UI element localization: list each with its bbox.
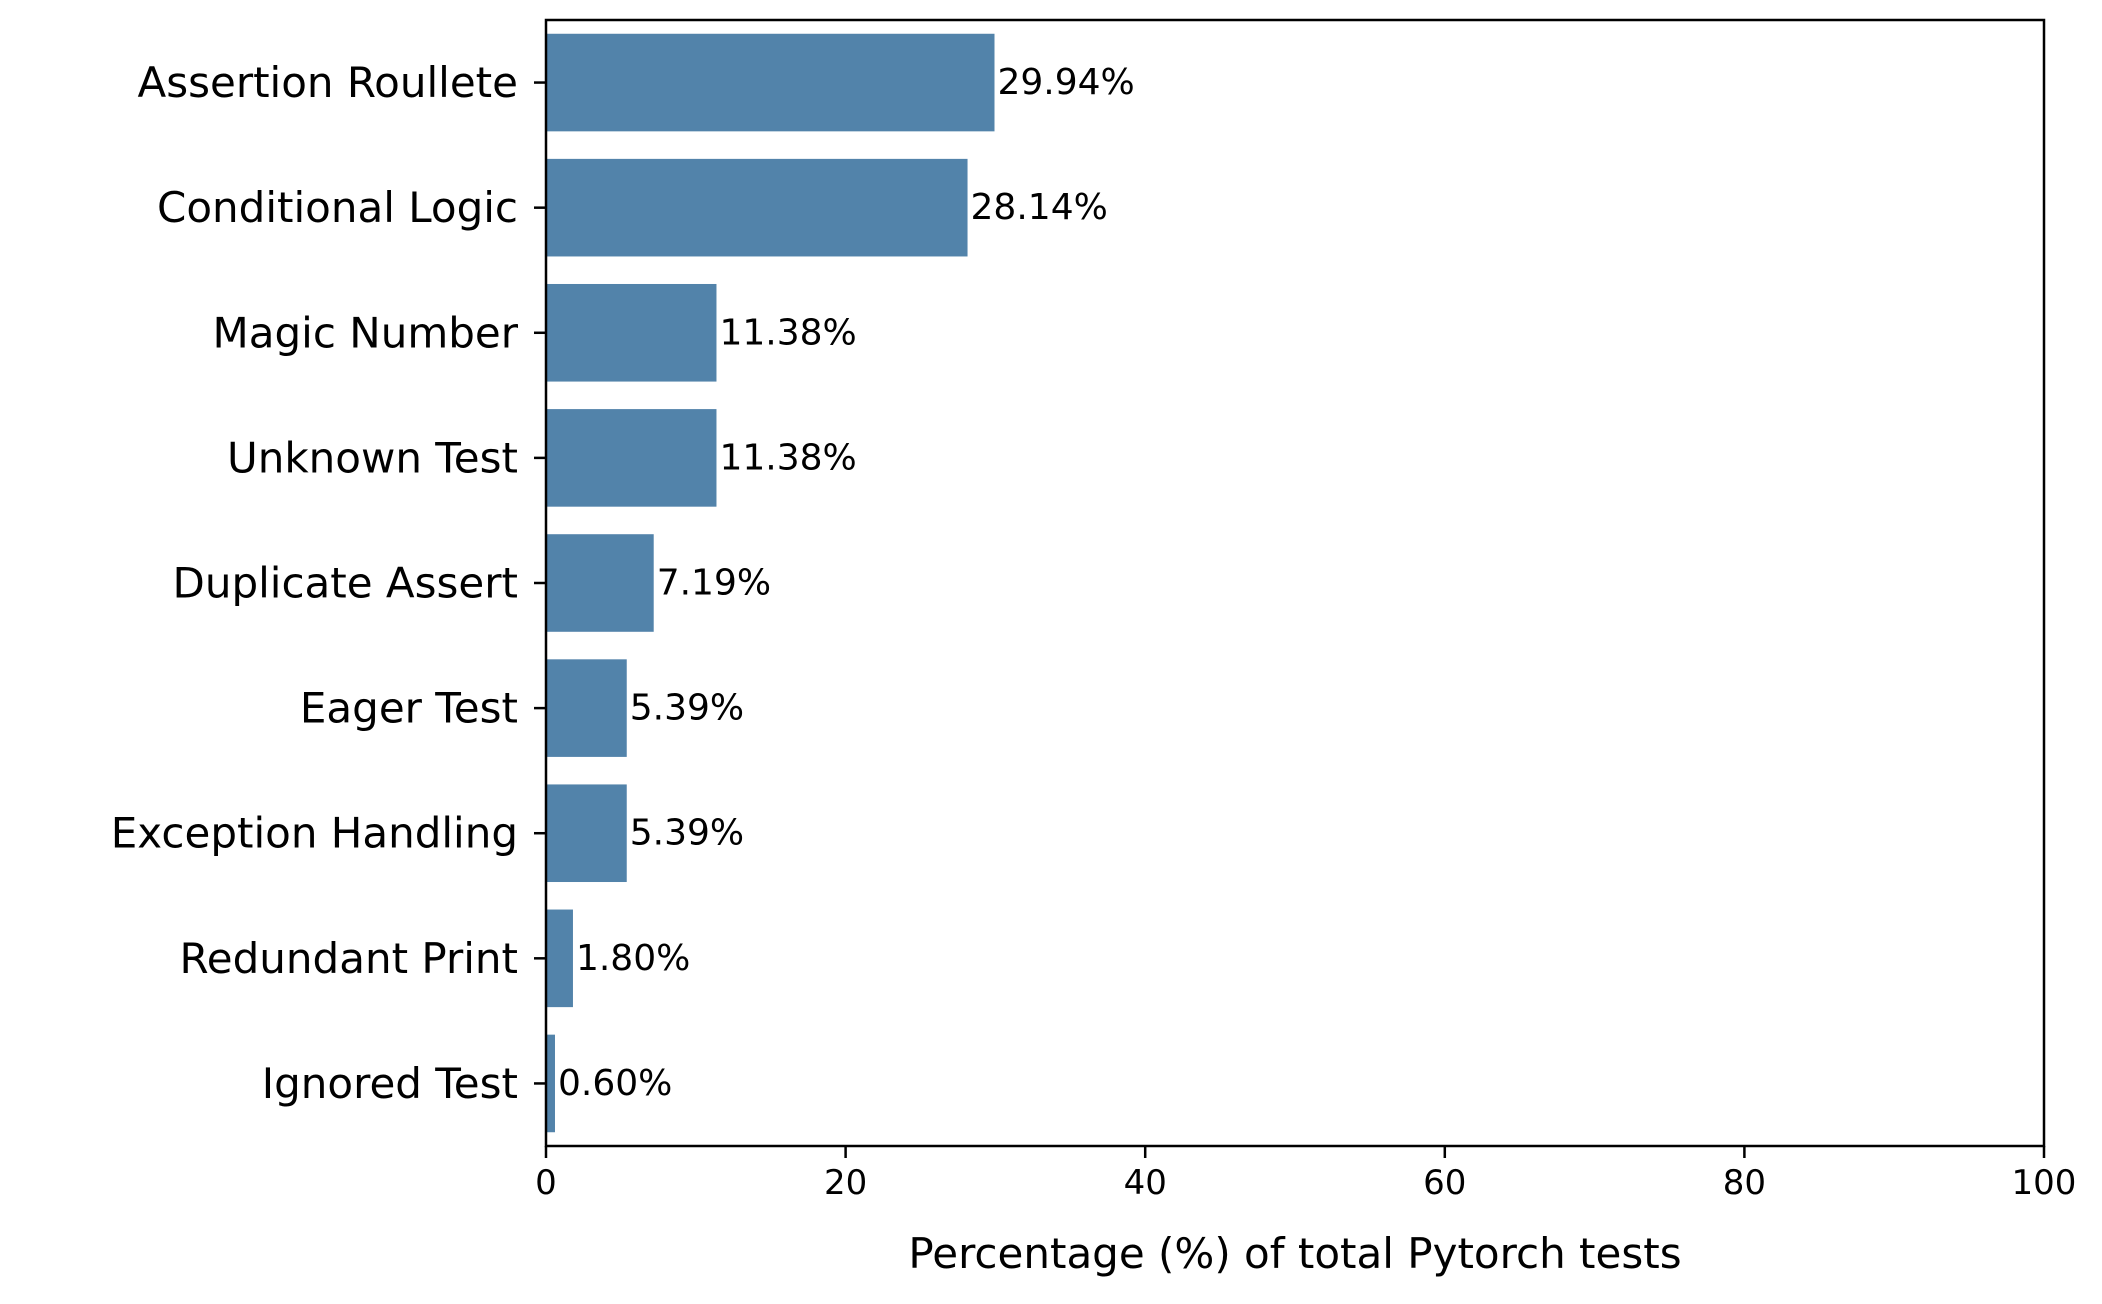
x-tick-label: 100	[2012, 1163, 2077, 1203]
y-tick-label: Eager Test	[300, 684, 518, 733]
value-labels-group: 29.94% 28.14% 11.38% 11.38% 7.19% 5.39% 5.39% 1…	[558, 62, 1135, 1104]
y-tick-label: Assertion Roullete	[137, 58, 518, 107]
bar-value-label: 29.94%	[998, 62, 1135, 103]
plot-frame	[544, 18, 2046, 1148]
y-tick-label: Ignored Test	[262, 1059, 518, 1108]
bar-value-label: 5.39%	[630, 688, 744, 729]
bar	[546, 283, 717, 382]
bar	[546, 1034, 555, 1133]
x-tick-label: 80	[1723, 1163, 1766, 1203]
y-tick-label: Conditional Logic	[157, 183, 518, 232]
x-tick-label: 20	[824, 1163, 867, 1203]
y-tick-label: Exception Handling	[111, 809, 518, 858]
bar	[546, 534, 654, 632]
x-tick-label: 60	[1423, 1163, 1466, 1203]
y-tick-label: Redundant Print	[180, 934, 518, 983]
bar	[546, 409, 717, 507]
x-tick-label: 0	[535, 1163, 557, 1203]
x-ticks-group: 0 20 40 60 80 100	[535, 1146, 2076, 1203]
y-tick-label: Duplicate Assert	[172, 559, 518, 608]
bar-value-label: 5.39%	[630, 813, 744, 854]
bar-value-label: 11.38%	[719, 437, 856, 478]
bar-value-label: 1.80%	[576, 938, 690, 979]
bar-value-label: 7.19%	[657, 563, 771, 604]
bar	[546, 659, 627, 757]
bars-group	[546, 33, 995, 1133]
bar	[546, 158, 968, 257]
bar-value-label: 11.38%	[719, 312, 856, 353]
x-tick-label: 40	[1124, 1163, 1167, 1203]
y-tick-label: Magic Number	[213, 308, 519, 357]
bar	[546, 784, 627, 883]
y-tick-label: Unknown Test	[227, 433, 518, 482]
bar-value-label: 28.14%	[971, 187, 1108, 228]
category-labels-group: Assertion Roullete Conditional Logic Magic…	[111, 58, 546, 1108]
x-axis-title: Percentage (%) of total Pytorch tests	[908, 1229, 1681, 1278]
bar	[546, 33, 995, 132]
bar-value-label: 0.60%	[558, 1063, 672, 1104]
bar	[546, 909, 573, 1008]
